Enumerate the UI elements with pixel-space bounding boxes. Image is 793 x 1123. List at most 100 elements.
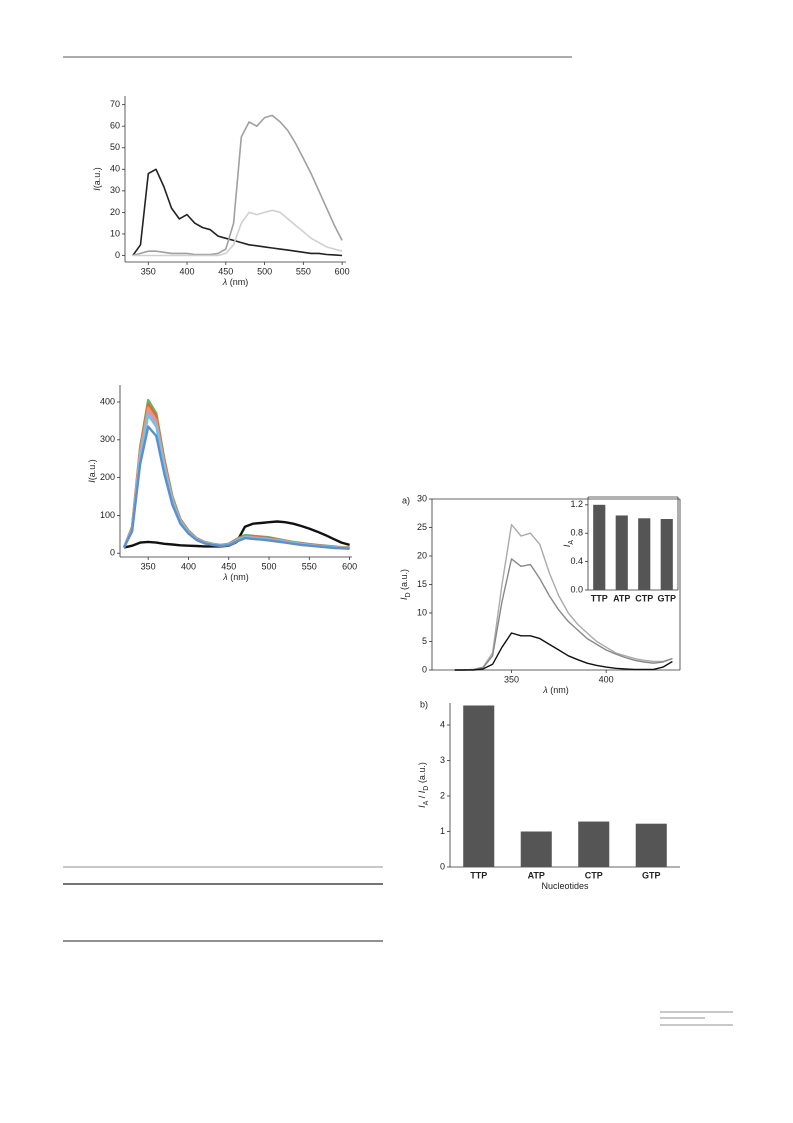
series-line [454, 632, 673, 671]
x-tick-label: 600 [342, 561, 357, 571]
y-tick-label: 0 [115, 250, 120, 260]
y-tick-label: 0 [422, 664, 427, 674]
label-part: Nucleotides [541, 881, 589, 891]
series-line [132, 209, 343, 257]
y-tick-label: 70 [110, 99, 120, 109]
y-tick-label: 20 [417, 550, 427, 560]
label-part: A [568, 540, 575, 545]
x-tick-label: GTP [657, 593, 676, 603]
y-tick-label: 15 [417, 579, 427, 589]
x-tick-label: 550 [296, 266, 311, 276]
y-tick-label: 100 [100, 510, 115, 520]
y-tick-label: 3 [440, 755, 445, 765]
y-tick-label: 25 [417, 522, 427, 532]
y-tick-label: 0.4 [570, 556, 583, 566]
y-tick-label: 5 [422, 636, 427, 646]
label-part: (nm) [548, 685, 569, 695]
bar [615, 515, 628, 590]
label-part: λ [542, 685, 547, 695]
label-part: λ [222, 572, 227, 582]
y-tick-label: 0 [110, 548, 115, 558]
x-tick-label: 400 [599, 674, 614, 684]
x-tick-label: 450 [218, 266, 233, 276]
y-tick-label: 20 [110, 207, 120, 217]
series-line [122, 414, 350, 550]
label-part: I [562, 544, 572, 547]
label-part: I [87, 480, 97, 483]
y-tick-label: 1.2 [570, 499, 583, 509]
axis-label: IA [562, 540, 575, 548]
x-tick-label: 400 [180, 266, 195, 276]
y-tick-label: 4 [440, 719, 445, 729]
panel-label: b) [420, 699, 428, 709]
y-tick-label: 400 [100, 396, 115, 406]
axis-label: IA / ID (a.u.) [417, 762, 430, 808]
y-tick-label: 1 [440, 826, 445, 836]
label-part: I [417, 790, 427, 793]
x-tick-label: 350 [504, 674, 519, 684]
x-tick-label: 400 [181, 561, 196, 571]
y-tick-label: 0 [440, 861, 445, 871]
x-tick-label: 500 [262, 561, 277, 571]
x-tick-label: 600 [335, 266, 350, 276]
y-tick-label: 300 [100, 434, 115, 444]
label-part: (a.u.) [92, 167, 102, 188]
bar [638, 518, 651, 590]
x-tick-label: CTP [635, 593, 653, 603]
bar [635, 823, 667, 867]
bar [463, 705, 495, 867]
panel-label: a) [402, 495, 410, 505]
label-part: (a.u.) [417, 762, 427, 786]
y-tick-label: 30 [110, 185, 120, 195]
label-part: (a.u.) [87, 459, 97, 480]
series-line [454, 523, 673, 671]
label-part: / [417, 793, 427, 801]
y-tick-label: 10 [110, 228, 120, 238]
x-tick-label: CTP [585, 870, 603, 880]
label-part: D [405, 592, 412, 597]
axis-label: I(a.u.) [87, 459, 97, 483]
label-part: A [423, 800, 430, 805]
y-tick-label: 2 [440, 790, 445, 800]
label-part: I [399, 597, 409, 600]
series-line [454, 558, 673, 671]
axis-label: Nucleotides [541, 881, 589, 891]
label-part: D [423, 786, 430, 791]
x-tick-label: TTP [591, 593, 608, 603]
bar [660, 519, 673, 590]
y-tick-label: 30 [417, 493, 427, 503]
label-part: (a.u.) [399, 569, 409, 593]
y-tick-label: 0.8 [570, 528, 583, 538]
bar [578, 821, 610, 867]
label-part: I [92, 188, 102, 191]
x-tick-label: 350 [141, 561, 156, 571]
series-line [132, 114, 343, 257]
x-tick-label: GTP [642, 870, 661, 880]
label-part: I [417, 805, 427, 808]
label-part: λ [222, 277, 227, 287]
label-part: (nm) [228, 572, 249, 582]
y-tick-label: 200 [100, 472, 115, 482]
bar [593, 504, 606, 590]
axis-label: λ (nm) [222, 277, 248, 287]
y-tick-label: 50 [110, 142, 120, 152]
x-tick-label: TTP [470, 870, 487, 880]
series-line [122, 425, 350, 550]
x-tick-label: ATP [613, 593, 630, 603]
x-tick-label: 350 [141, 266, 156, 276]
axis-label: λ (nm) [222, 572, 248, 582]
x-tick-label: 500 [257, 266, 272, 276]
axis-label: I(a.u.) [92, 167, 102, 191]
axis-label: ID (a.u.) [399, 569, 412, 600]
axis-label: λ (nm) [542, 685, 568, 695]
x-tick-label: ATP [528, 870, 545, 880]
x-tick-label: 550 [302, 561, 317, 571]
label-part: (nm) [227, 277, 248, 287]
y-tick-label: 10 [417, 607, 427, 617]
bar [520, 831, 552, 867]
y-tick-label: 0.0 [570, 584, 583, 594]
y-tick-label: 40 [110, 164, 120, 174]
x-tick-label: 450 [221, 561, 236, 571]
y-tick-label: 60 [110, 121, 120, 131]
